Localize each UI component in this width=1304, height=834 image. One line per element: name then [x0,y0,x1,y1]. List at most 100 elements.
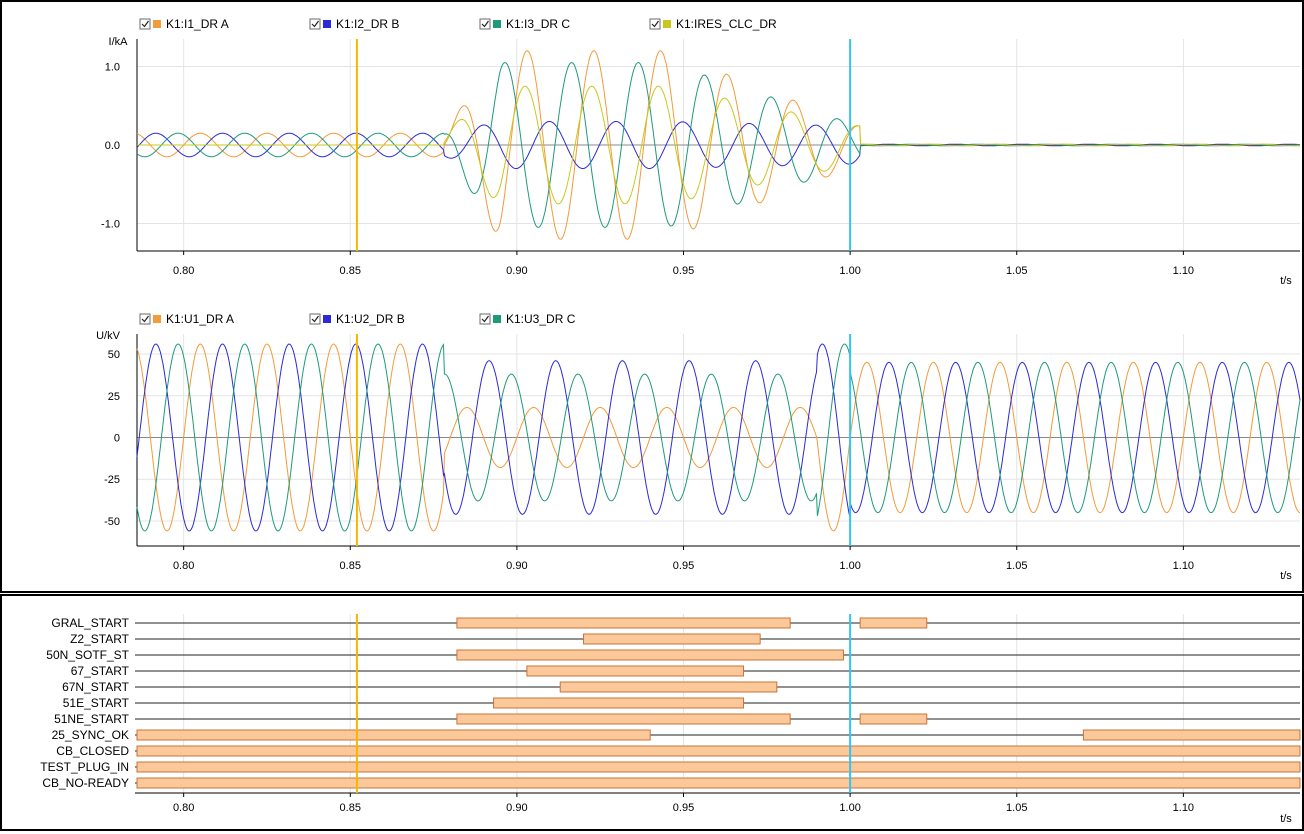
x-tick-label: 0.80 [173,265,194,277]
series-color-swatch [153,20,161,28]
signal-label: 67N_START [62,680,130,694]
y-tick-label: 50 [108,349,120,361]
binary-cursors[interactable] [355,614,852,793]
current-chart: K1:I1_DR A K1:I2_DR B K1:I3_DR C K1:IRES_CL… [101,17,1301,287]
voltage-cursors[interactable] [355,334,852,546]
y-tick-label: -25 [104,474,120,486]
current-traces [136,50,1301,240]
binary-signal-rows: GRAL_START Z2_START 50N_SOTF_ST 67_START 67N… [40,616,1301,790]
legend-label: K1:IRES_CLC_DR [676,17,777,31]
signal-label: 67_START [71,664,130,678]
current-x-ticks: 0.80 0.85 0.90 0.95 1.00 1.05 1.10 [173,251,1194,277]
signal-row-gral-start[interactable]: GRAL_START [51,616,1300,630]
signal-label: GRAL_START [51,616,129,630]
x-tick-label: 0.95 [673,802,694,814]
x-tick-label: 1.00 [839,560,860,572]
signal-active-bar [136,729,651,741]
binary-x-axis-label: t/s [1280,813,1292,825]
current-legend: K1:I1_DR A K1:I2_DR B K1:I3_DR C K1:IRES_CL… [139,17,777,31]
signal-active-bar [136,745,1301,757]
x-tick-label: 1.10 [1173,265,1194,277]
y-tick-label: 25 [108,391,120,403]
checkbox-checked-icon[interactable] [309,313,321,325]
signal-active-bar [456,713,791,725]
legend-item-k1-ires-clc-dr[interactable]: K1:IRES_CLC_DR [649,17,777,31]
x-tick-label: 1.00 [839,265,860,277]
legend-item-k1-u1-dr-a[interactable]: K1:U1_DR A [139,312,234,326]
binary-x-ticks: 0.80 0.85 0.90 0.95 1.00 1.05 1.10 [173,793,1194,814]
current-cursors[interactable] [355,39,852,251]
voltage-traces [136,343,1301,532]
signal-active-bar [1082,729,1301,741]
signal-active-bar [559,681,778,693]
series-line-k1-i3-dr-c [136,62,1301,228]
legend-item-k1-i2-dr-b[interactable]: K1:I2_DR B [309,17,399,31]
checkbox-checked-icon[interactable] [479,313,491,325]
signal-active-bar [136,761,1301,773]
analog-charts-svg: K1:I1_DR A K1:I2_DR B K1:I3_DR C K1:IRES_CL… [96,17,1301,582]
signal-active-bar [859,713,928,725]
x-tick-label: 0.90 [506,802,527,814]
signal-label: 51E_START [63,696,130,710]
signal-row-25-sync-ok[interactable]: 25_SYNC_OK [52,728,1301,742]
signal-label: Z2_START [70,632,130,646]
voltage-chart: K1:U1_DR A K1:U2_DR B K1:U3_DR C U/kV 50 25… [96,312,1301,582]
signal-row-cb-no-ready[interactable]: CB_NO-READY [42,776,1301,790]
signal-label: CB_CLOSED [56,744,129,758]
series-color-swatch [153,315,161,323]
x-tick-label: 0.90 [506,560,527,572]
voltage-grid [136,334,1300,547]
x-tick-label: 1.05 [1006,560,1027,572]
series-line-k1-ires-clc-dr [137,85,1301,205]
signal-row-67n-start[interactable]: 67N_START [62,680,1300,694]
x-tick-label: 0.85 [340,802,361,814]
checkbox-checked-icon[interactable] [139,18,151,30]
signal-row-z2-start[interactable]: Z2_START [70,632,1300,646]
signal-row-cb-closed[interactable]: CB_CLOSED [56,744,1301,758]
x-tick-label: 0.95 [673,265,694,277]
checkbox-checked-icon[interactable] [139,313,151,325]
y-tick-label: 0 [114,432,120,444]
signal-row-67-start[interactable]: 67_START [71,664,1300,678]
series-line-k1-u2-dr-b [136,343,1301,532]
signal-label: TEST_PLUG_IN [40,760,129,774]
x-tick-label: 0.95 [673,560,694,572]
x-tick-label: 1.05 [1006,265,1027,277]
series-color-swatch [323,315,331,323]
legend-item-k1-u2-dr-b[interactable]: K1:U2_DR B [309,312,405,326]
checkbox-checked-icon[interactable] [479,18,491,30]
voltage-x-ticks: 0.80 0.85 0.90 0.95 1.00 1.05 1.10 [173,546,1194,572]
checkbox-checked-icon[interactable] [309,18,321,30]
legend-item-k1-i3-dr-c[interactable]: K1:I3_DR C [479,17,570,31]
voltage-x-axis-label: t/s [1280,570,1292,582]
signal-active-bar [456,617,791,629]
x-tick-label: 1.10 [1173,560,1194,572]
series-color-swatch [663,20,671,28]
voltage-plot-area[interactable] [137,334,1300,546]
series-color-swatch [493,315,501,323]
signal-active-bar [859,617,928,629]
current-x-axis-label: t/s [1280,275,1292,287]
series-color-swatch [493,20,501,28]
signal-active-bar [526,665,744,677]
legend-item-k1-u3-dr-c[interactable]: K1:U3_DR C [479,312,576,326]
series-line-k1-u1-dr-a [136,343,1301,532]
y-tick-label: -50 [104,516,120,528]
voltage-y-axis-label: U/kV [96,330,121,342]
signal-row-test-plug-in[interactable]: TEST_PLUG_IN [40,760,1301,774]
x-tick-label: 0.85 [340,560,361,572]
checkbox-checked-icon[interactable] [649,18,661,30]
signal-label: 50N_SOTF_ST [46,648,129,662]
legend-label: K1:I3_DR C [506,17,570,31]
legend-label: K1:U1_DR A [166,312,234,326]
legend-item-k1-i1-dr-a[interactable]: K1:I1_DR A [139,17,229,31]
signal-label: CB_NO-READY [42,776,129,790]
signal-row-50n-sotf-st[interactable]: 50N_SOTF_ST [46,648,1300,662]
y-tick-label: 1.0 [105,61,120,73]
signal-row-51ne-start[interactable]: 51NE_START [54,712,1300,726]
x-tick-label: 0.80 [173,560,194,572]
signal-row-51e-start[interactable]: 51E_START [63,696,1300,710]
x-tick-label: 1.05 [1006,802,1027,814]
x-tick-label: 0.80 [173,802,194,814]
series-line-k1-u3-dr-c [136,343,1301,532]
